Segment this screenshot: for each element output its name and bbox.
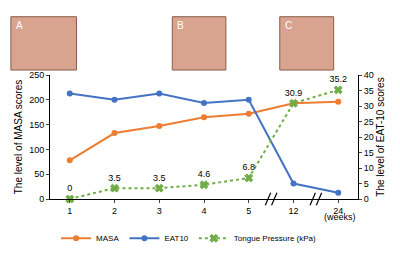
svg-text:10: 10 (364, 163, 374, 173)
svg-text:100: 100 (29, 145, 44, 155)
svg-text:5: 5 (246, 206, 251, 216)
svg-text:3: 3 (157, 206, 162, 216)
svg-text:The level of EAT-10 scores: The level of EAT-10 scores (375, 77, 386, 196)
svg-text:0: 0 (364, 194, 369, 204)
svg-text:30: 30 (364, 101, 374, 111)
svg-text:6.8: 6.8 (242, 162, 255, 172)
svg-text:35.2: 35.2 (329, 74, 347, 84)
svg-text:40: 40 (364, 70, 374, 80)
svg-text:2: 2 (112, 206, 117, 216)
svg-text:3.5: 3.5 (108, 173, 121, 183)
svg-text:B: B (177, 20, 184, 31)
svg-text:A: A (16, 20, 23, 31)
svg-text:12: 12 (288, 206, 298, 216)
svg-text:(weeks): (weeks) (324, 212, 356, 222)
svg-text:Tongue Pressure (kPa): Tongue Pressure (kPa) (234, 234, 316, 243)
svg-text:30.9: 30.9 (285, 88, 303, 98)
svg-text:25: 25 (364, 117, 374, 127)
svg-text:20: 20 (364, 132, 374, 142)
svg-text:35: 35 (364, 86, 374, 96)
svg-text:200: 200 (29, 95, 44, 105)
svg-text:0: 0 (39, 194, 44, 204)
svg-text:MASA: MASA (96, 234, 119, 243)
svg-text:C: C (285, 20, 292, 31)
svg-text:3.5: 3.5 (153, 173, 166, 183)
svg-text:50: 50 (34, 169, 44, 179)
svg-text:0: 0 (67, 183, 72, 193)
svg-text:The level of MASA scores: The level of MASA scores (13, 80, 24, 195)
svg-text:150: 150 (29, 120, 44, 130)
svg-text:EAT10: EAT10 (164, 234, 188, 243)
svg-text:4.6: 4.6 (198, 169, 211, 179)
svg-text:15: 15 (364, 148, 374, 158)
svg-text:250: 250 (29, 70, 44, 80)
svg-text:4: 4 (201, 206, 206, 216)
svg-text:1: 1 (67, 206, 72, 216)
svg-text:24: 24 (333, 206, 343, 216)
svg-text:5: 5 (364, 179, 369, 189)
